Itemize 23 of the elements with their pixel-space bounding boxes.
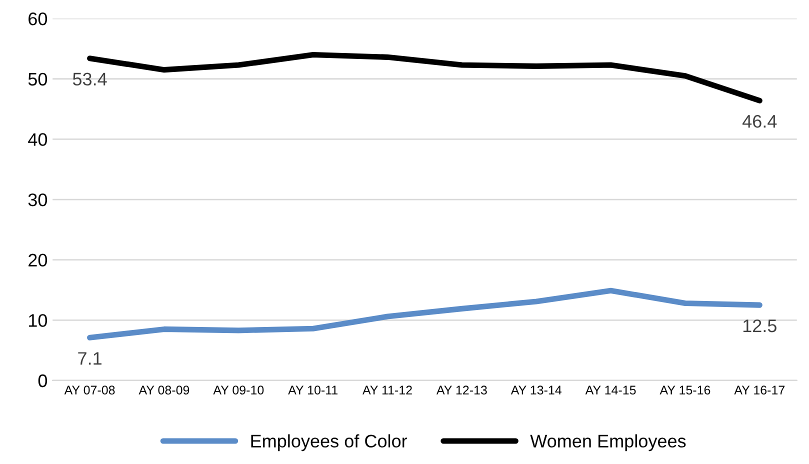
y-tick-label: 40	[28, 133, 48, 146]
legend-label: Women Employees	[530, 434, 686, 452]
data-label: 46.4	[742, 114, 777, 128]
x-tick-label: AY 14-15	[585, 386, 636, 395]
x-tick-label: AY 07-08	[64, 386, 115, 395]
y-tick-label: 20	[28, 254, 48, 267]
y-tick-label: 0	[38, 374, 48, 388]
y-tick-label: 30	[28, 193, 48, 206]
data-label: 53.4	[72, 72, 107, 86]
x-tick-label: AY 16-17	[734, 386, 785, 395]
x-tick-label: AY 11-12	[362, 386, 412, 394]
x-tick-label: AY 15-16	[660, 386, 710, 395]
data-label: 12.5	[743, 319, 776, 332]
x-tick-label: AY 09-10	[213, 386, 264, 395]
y-tick-label: 10	[29, 314, 48, 327]
legend-label: Employees of Color	[251, 434, 408, 452]
y-tick-label: 60	[28, 12, 48, 26]
x-tick-label: AY 08-09	[138, 386, 190, 395]
y-tick-label: 50	[28, 72, 48, 86]
x-tick-label: AY 10-11	[288, 386, 338, 395]
x-tick-label: AY 12-13	[436, 386, 487, 395]
data-label: 7.1	[78, 352, 102, 365]
x-tick-label: AY 13-14	[510, 386, 562, 395]
